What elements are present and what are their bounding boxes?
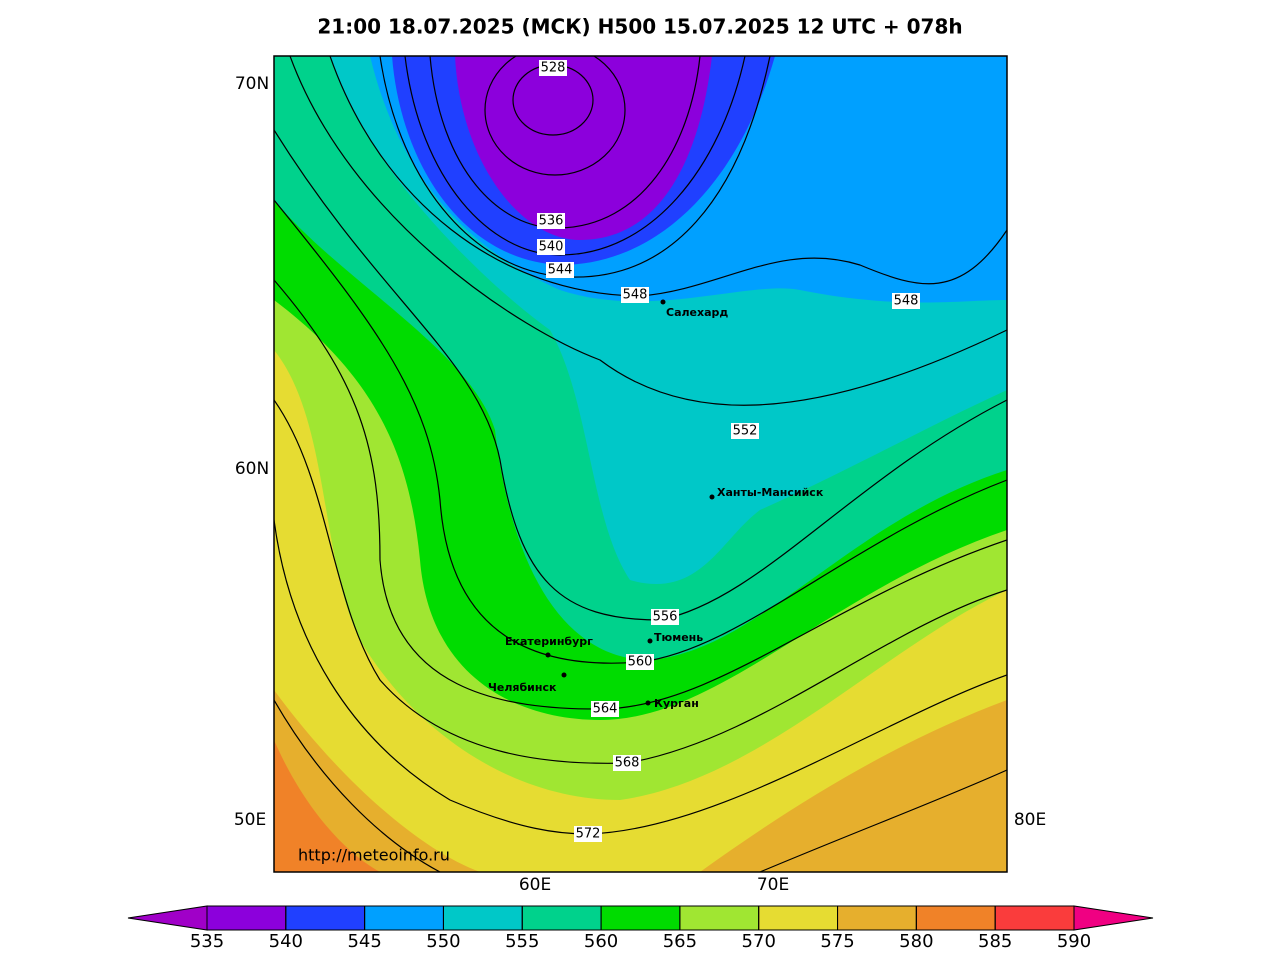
field-band xyxy=(455,56,712,240)
colorbar-over xyxy=(1073,905,1154,931)
colorbar-tick-label: 565 xyxy=(663,931,697,952)
contour-label: 572 xyxy=(576,827,601,842)
colorbar-tick-label: 570 xyxy=(742,931,776,952)
contour-label-box xyxy=(591,701,619,717)
contour-label-box xyxy=(651,609,679,625)
contour-label-box xyxy=(546,262,574,278)
contour-label: 548 xyxy=(623,288,648,303)
contour-label-box xyxy=(574,826,602,842)
contour-label: 540 xyxy=(539,240,564,255)
colorbar-segment xyxy=(364,905,444,931)
contour-label-box xyxy=(537,239,565,255)
colorbar-tick-label: 580 xyxy=(899,931,933,952)
contour-label: 548 xyxy=(894,294,919,309)
colorbar-tick-label: 555 xyxy=(505,931,539,952)
city-dot xyxy=(561,672,567,678)
watermark: http://meteoinfo.ru xyxy=(298,846,450,865)
colorbar-segment xyxy=(442,905,523,931)
contour-label: 568 xyxy=(615,756,640,771)
axis-label: 60E xyxy=(519,875,551,895)
contours xyxy=(274,56,1007,872)
city-label: Курган xyxy=(654,697,699,710)
axis-label: 80E xyxy=(1014,810,1046,830)
colorbar-segment xyxy=(837,905,917,931)
contour-label: 536 xyxy=(539,214,564,229)
title: 21:00 18.07.2025 (МСК) H500 15.07.2025 1… xyxy=(317,15,962,39)
colorbar-segment xyxy=(285,905,366,931)
colorbar-segment xyxy=(521,905,602,931)
contour-label-box xyxy=(892,293,920,309)
colorbar-segment xyxy=(994,905,1075,931)
contour-label-box xyxy=(537,213,565,229)
colorbar-segment xyxy=(915,905,996,931)
city-dot xyxy=(647,638,653,644)
colorbar-tick-label: 545 xyxy=(347,931,381,952)
city-dot xyxy=(645,700,651,706)
axis-label: 70E xyxy=(757,875,789,895)
city-label: Екатеринбург xyxy=(505,635,593,648)
contour-label: 556 xyxy=(653,610,678,625)
axis-label: 70N xyxy=(235,74,269,94)
city-dot xyxy=(660,299,666,305)
contour-label-box xyxy=(613,755,641,771)
axis-label: 60N xyxy=(235,459,269,479)
contour-label-box xyxy=(621,287,649,303)
axis-label: 50E xyxy=(234,810,266,830)
colorbar-tick-label: 590 xyxy=(1057,931,1091,952)
city-label: Салехард xyxy=(666,306,728,319)
colorbar-tick-label: 550 xyxy=(426,931,460,952)
colorbar-segment xyxy=(679,905,760,931)
colorbar-segment xyxy=(206,905,287,931)
colorbar-tick-label: 560 xyxy=(584,931,618,952)
contour-label: 552 xyxy=(733,424,758,439)
colorbar-tick-label: 575 xyxy=(820,931,854,952)
colorbar-tick-label: 540 xyxy=(269,931,303,952)
city-label: Челябинск xyxy=(488,681,557,694)
city-label: Ханты-Мансийск xyxy=(717,486,824,499)
colorbar-tick-label: 535 xyxy=(190,931,224,952)
contour-label-box xyxy=(731,423,759,439)
colorbar-tick-label: 585 xyxy=(978,931,1012,952)
city-dot xyxy=(545,652,551,658)
city-label: Тюмень xyxy=(654,631,703,644)
colorbar-segment xyxy=(758,905,839,931)
contour-label: 560 xyxy=(628,655,653,670)
colorbar-segment xyxy=(600,905,681,931)
contour-label: 564 xyxy=(593,702,618,717)
map-frame xyxy=(273,55,1008,873)
city-dot xyxy=(709,494,715,500)
map-area xyxy=(274,56,1007,872)
contour-label: 544 xyxy=(548,263,573,278)
colorbar-under xyxy=(127,905,208,931)
contour-label: 528 xyxy=(541,61,566,76)
contour-label-box xyxy=(539,60,567,76)
contour-label-box xyxy=(626,654,654,670)
